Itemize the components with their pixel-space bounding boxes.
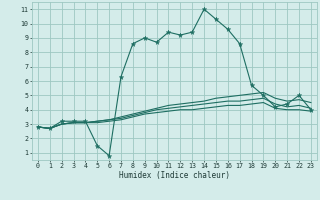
X-axis label: Humidex (Indice chaleur): Humidex (Indice chaleur) xyxy=(119,171,230,180)
